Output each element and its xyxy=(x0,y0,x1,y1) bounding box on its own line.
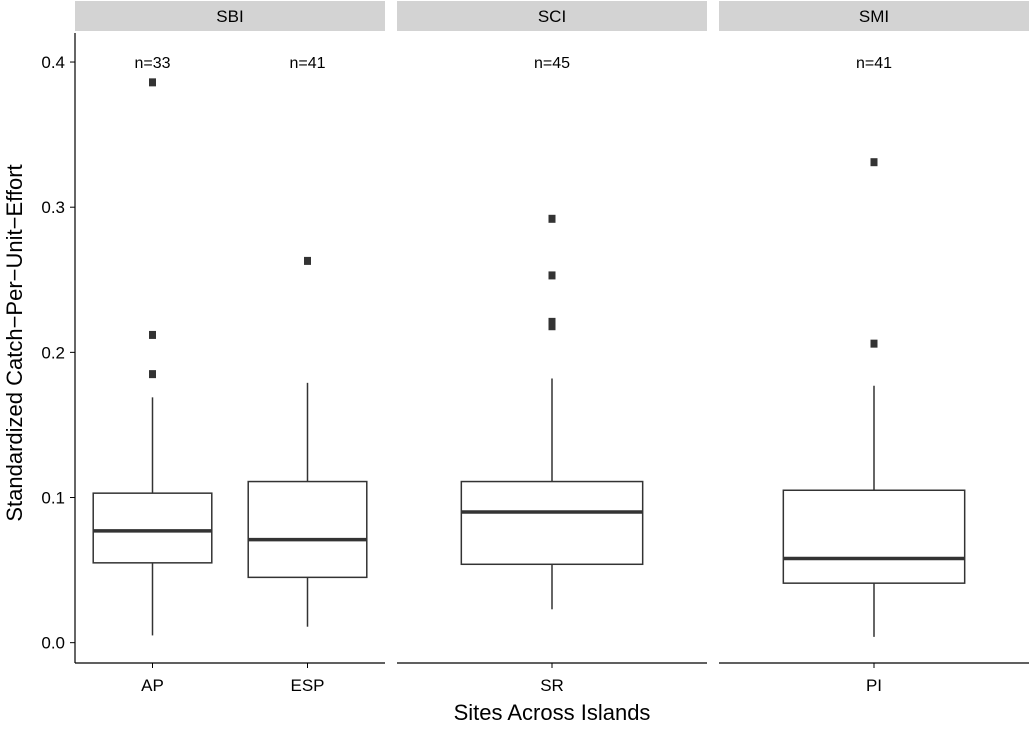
y-tick-label: 0.2 xyxy=(41,343,65,362)
outlier-point xyxy=(548,317,556,326)
iqr-box xyxy=(460,480,644,566)
outlier-point xyxy=(149,78,156,87)
y-tick-label: 0.1 xyxy=(41,489,65,508)
iqr-box xyxy=(782,489,966,584)
count-label: n=45 xyxy=(534,55,570,72)
y-tick-label: 0.4 xyxy=(41,53,65,72)
count-label: n=41 xyxy=(856,55,892,72)
facet-panel-smi: SMI n=41 PI xyxy=(719,1,1029,695)
outlier-point xyxy=(870,339,878,348)
x-tick-label: PI xyxy=(866,676,882,695)
facet-panels: SBI n=33 AP n=41 ESP SCI n=45 SR SMI n=41 PI xyxy=(75,1,1029,695)
y-tick-label: 0.3 xyxy=(41,198,65,217)
box-group-esp: n=41 ESP xyxy=(247,55,368,695)
outlier-point xyxy=(149,370,156,379)
outlier-point xyxy=(548,322,556,331)
facet-strip-label: SBI xyxy=(216,7,243,26)
x-tick-label: ESP xyxy=(290,676,324,695)
outlier-point xyxy=(548,214,556,223)
facet-strip xyxy=(719,1,1029,31)
iqr-box xyxy=(92,492,213,564)
outlier-point xyxy=(149,330,156,339)
x-tick-label: AP xyxy=(141,676,164,695)
facet-strip xyxy=(397,1,707,31)
box-group-ap: n=33 AP xyxy=(92,55,213,695)
box-group-pi: n=41 PI xyxy=(782,55,966,695)
facet-panel-sbi: SBI n=33 AP n=41 ESP xyxy=(75,1,385,695)
outlier-point xyxy=(304,256,311,265)
count-label: n=41 xyxy=(289,55,325,72)
facet-strip-label: SCI xyxy=(538,7,566,26)
outlier-point xyxy=(548,271,556,280)
y-tick-label: 0.0 xyxy=(41,634,65,653)
count-label: n=33 xyxy=(134,55,170,72)
outlier-point xyxy=(870,158,878,167)
facet-panel-sci: SCI n=45 SR xyxy=(397,1,707,695)
y-axis: 0.0 0.1 0.2 0.3 0.4 xyxy=(41,33,76,663)
x-tick-label: SR xyxy=(540,676,564,695)
x-axis-title: Sites Across Islands xyxy=(454,700,651,725)
facet-strip xyxy=(75,1,385,31)
box-group-sr: n=45 SR xyxy=(460,55,644,695)
iqr-box xyxy=(247,480,368,579)
y-axis-title: Standardized Catch−Per−Unit−Effort xyxy=(2,164,27,521)
facet-strip-label: SMI xyxy=(859,7,889,26)
